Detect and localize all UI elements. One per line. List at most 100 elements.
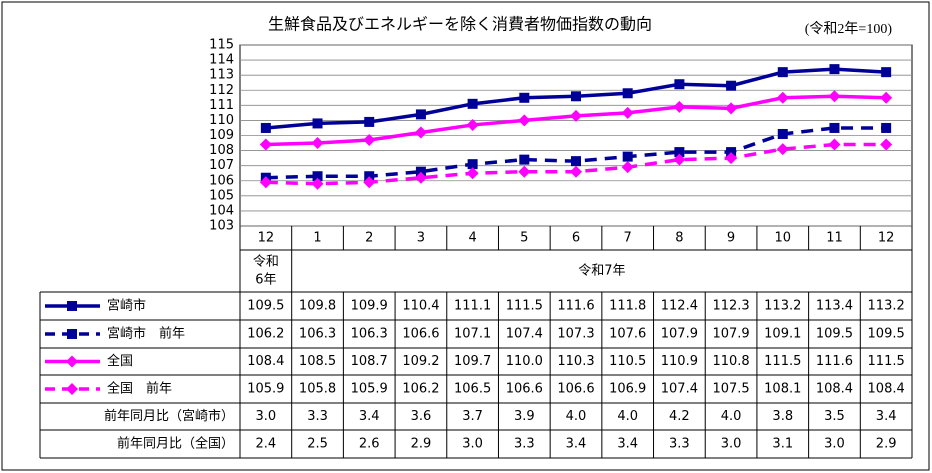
data-label: 110.4 [402, 299, 439, 314]
data-label: 3.6 [411, 409, 432, 424]
point [725, 152, 738, 165]
data-label: 113.2 [764, 299, 801, 314]
row-label: 前年同月比（全国） [117, 436, 234, 452]
point [363, 176, 376, 189]
y-tick-label: 111 [209, 98, 234, 113]
point [414, 171, 427, 184]
point [725, 102, 738, 115]
point [571, 156, 581, 167]
point [673, 153, 686, 166]
data-label: 106.5 [454, 382, 491, 397]
data-label: 107.4 [506, 327, 543, 342]
point [260, 122, 271, 133]
point [414, 126, 427, 139]
y-tick-label: 115 [209, 38, 234, 53]
x-tick-label: 5 [520, 231, 528, 246]
point [776, 91, 789, 104]
data-label: 111.5 [506, 299, 543, 314]
data-label: 112.3 [712, 299, 749, 314]
x-tick-label: 6 [572, 231, 580, 246]
data-label: 107.6 [609, 327, 646, 342]
data-label: 107.1 [454, 327, 491, 342]
data-label: 111.6 [816, 354, 853, 369]
data-label: 106.6 [557, 382, 594, 397]
data-label: 108.4 [816, 382, 853, 397]
data-label: 110.9 [661, 354, 698, 369]
data-label: 112.4 [661, 299, 698, 314]
data-label: 110.3 [557, 354, 594, 369]
point [621, 106, 634, 119]
data-label: 3.0 [721, 437, 742, 452]
x-tick-label: 12 [878, 231, 895, 246]
point [311, 177, 324, 190]
x-tick-label: 2 [365, 231, 373, 246]
point [622, 88, 633, 99]
point [880, 91, 893, 104]
point [622, 151, 633, 162]
data-label: 4.0 [566, 409, 587, 424]
point [415, 109, 426, 120]
point [829, 64, 840, 75]
data-label: 108.5 [299, 354, 336, 369]
point [519, 154, 530, 165]
chart-subtitle: (令和2年=100) [805, 21, 893, 37]
point [571, 91, 581, 102]
data-label: 107.4 [661, 382, 698, 397]
point [364, 116, 375, 127]
data-label: 111.1 [454, 299, 491, 314]
data-label: 2.9 [876, 437, 897, 452]
data-label: 3.7 [462, 409, 483, 424]
data-label: 109.8 [299, 299, 336, 314]
data-label: 108.4 [868, 382, 905, 397]
data-label: 2.6 [359, 437, 380, 452]
point [259, 138, 272, 151]
era-label: 令和 [253, 255, 279, 270]
point [829, 122, 840, 133]
data-label: 3.1 [772, 437, 793, 452]
point [312, 171, 323, 182]
y-tick-label: 109 [209, 128, 234, 143]
point [363, 134, 376, 147]
data-label: 3.0 [824, 437, 845, 452]
y-tick-label: 110 [209, 113, 234, 128]
point [828, 138, 841, 151]
data-label: 105.8 [299, 382, 336, 397]
point [674, 79, 685, 90]
data-label: 110.8 [712, 354, 749, 369]
row-label: 前年同月比（宮崎市） [104, 408, 234, 424]
data-label: 4.0 [721, 409, 742, 424]
legend-label: 全国 [107, 353, 133, 369]
legend-marker [66, 383, 78, 395]
data-label: 111.6 [557, 299, 594, 314]
data-label: 108.4 [247, 354, 284, 369]
point [726, 147, 737, 158]
x-tick-label: 3 [417, 231, 425, 246]
point [828, 90, 841, 103]
data-label: 3.3 [514, 437, 535, 452]
legend-label: 宮崎市 [107, 298, 146, 314]
data-label: 3.0 [462, 437, 483, 452]
data-label: 106.2 [402, 382, 439, 397]
point [570, 165, 582, 178]
y-tick-label: 103 [209, 219, 234, 234]
point [415, 166, 426, 177]
y-tick-label: 106 [209, 173, 234, 188]
point [777, 128, 788, 139]
point [466, 167, 479, 180]
x-tick-label: 11 [826, 231, 843, 246]
data-label: 105.9 [351, 382, 388, 397]
x-tick-label: 9 [727, 231, 735, 246]
data-label: 109.9 [351, 299, 388, 314]
data-label: 3.3 [307, 409, 328, 424]
x-tick-label: 1 [313, 231, 321, 246]
data-label: 106.3 [299, 327, 336, 342]
data-label: 107.9 [661, 327, 698, 342]
point [518, 114, 531, 127]
data-label: 113.4 [816, 299, 853, 314]
point [880, 138, 893, 151]
point [466, 118, 479, 131]
legend-label: 全国 前年 [107, 381, 172, 397]
x-tick-label: 4 [468, 231, 476, 246]
